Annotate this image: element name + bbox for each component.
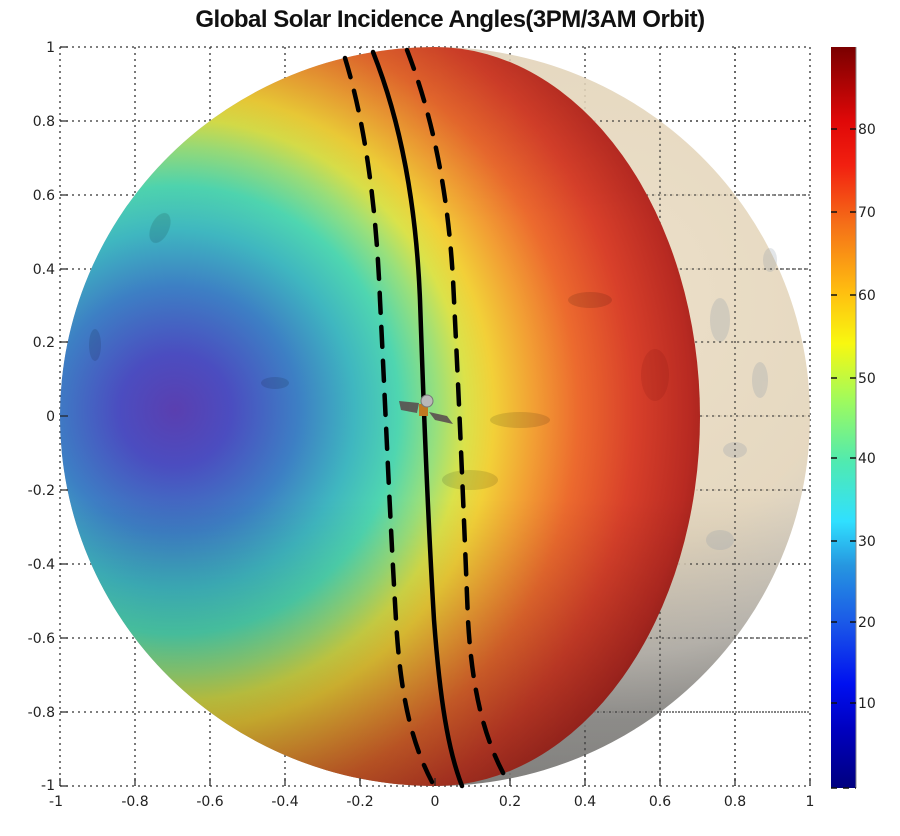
svg-text:-1: -1	[41, 778, 55, 794]
svg-text:-0.6: -0.6	[28, 631, 55, 647]
illuminated-hemisphere	[59, 47, 700, 786]
svg-text:0.2: 0.2	[33, 335, 55, 351]
colorbar: 80 70 60 50 40 30 20 10	[831, 47, 876, 789]
satellite-icon	[399, 394, 453, 424]
svg-text:0.8: 0.8	[33, 114, 55, 130]
orbit-ground-track	[342, 47, 511, 789]
svg-text:-0.2: -0.2	[346, 794, 373, 810]
svg-text:-0.4: -0.4	[271, 794, 298, 810]
chart-title: Global Solar Incidence Angles(3PM/3AM Or…	[195, 6, 705, 33]
svg-text:70: 70	[858, 205, 876, 221]
svg-text:20: 20	[858, 615, 876, 631]
svg-text:-1: -1	[49, 794, 63, 810]
svg-text:-0.4: -0.4	[28, 557, 55, 573]
axis-ticks	[59, 46, 811, 787]
svg-text:80: 80	[858, 122, 876, 138]
svg-text:-0.6: -0.6	[196, 794, 223, 810]
svg-text:-0.2: -0.2	[28, 483, 55, 499]
svg-text:0.4: 0.4	[574, 794, 596, 810]
svg-text:0.8: 0.8	[724, 794, 746, 810]
svg-text:0: 0	[431, 794, 440, 810]
grid-overlay	[584, 47, 810, 786]
svg-text:1: 1	[46, 40, 55, 56]
svg-text:60: 60	[858, 288, 876, 304]
svg-text:1: 1	[806, 794, 815, 810]
svg-text:40: 40	[858, 451, 876, 467]
svg-text:0.4: 0.4	[33, 262, 55, 278]
svg-text:-0.8: -0.8	[121, 794, 148, 810]
y-axis-labels: 1 0.8 0.6 0.4 0.2 0 -0.2 -0.4 -0.6 -0.8 …	[28, 40, 55, 794]
svg-text:10: 10	[858, 696, 876, 712]
svg-text:0.2: 0.2	[499, 794, 521, 810]
orbit-track-solid	[370, 49, 465, 789]
svg-text:50: 50	[858, 371, 876, 387]
svg-text:0.6: 0.6	[649, 794, 671, 810]
svg-text:0: 0	[46, 409, 55, 425]
svg-text:-0.8: -0.8	[28, 705, 55, 721]
orbit-track-dashed-left	[342, 55, 435, 785]
colorbar-labels: 80 70 60 50 40 30 20 10	[858, 122, 876, 712]
orbit-track-dashed-right	[404, 47, 511, 785]
svg-text:30: 30	[858, 534, 876, 550]
x-axis-labels: -1 -0.8 -0.6 -0.4 -0.2 0 0.2 0.4 0.6 0.8…	[49, 794, 814, 810]
svg-text:0.6: 0.6	[33, 188, 55, 204]
